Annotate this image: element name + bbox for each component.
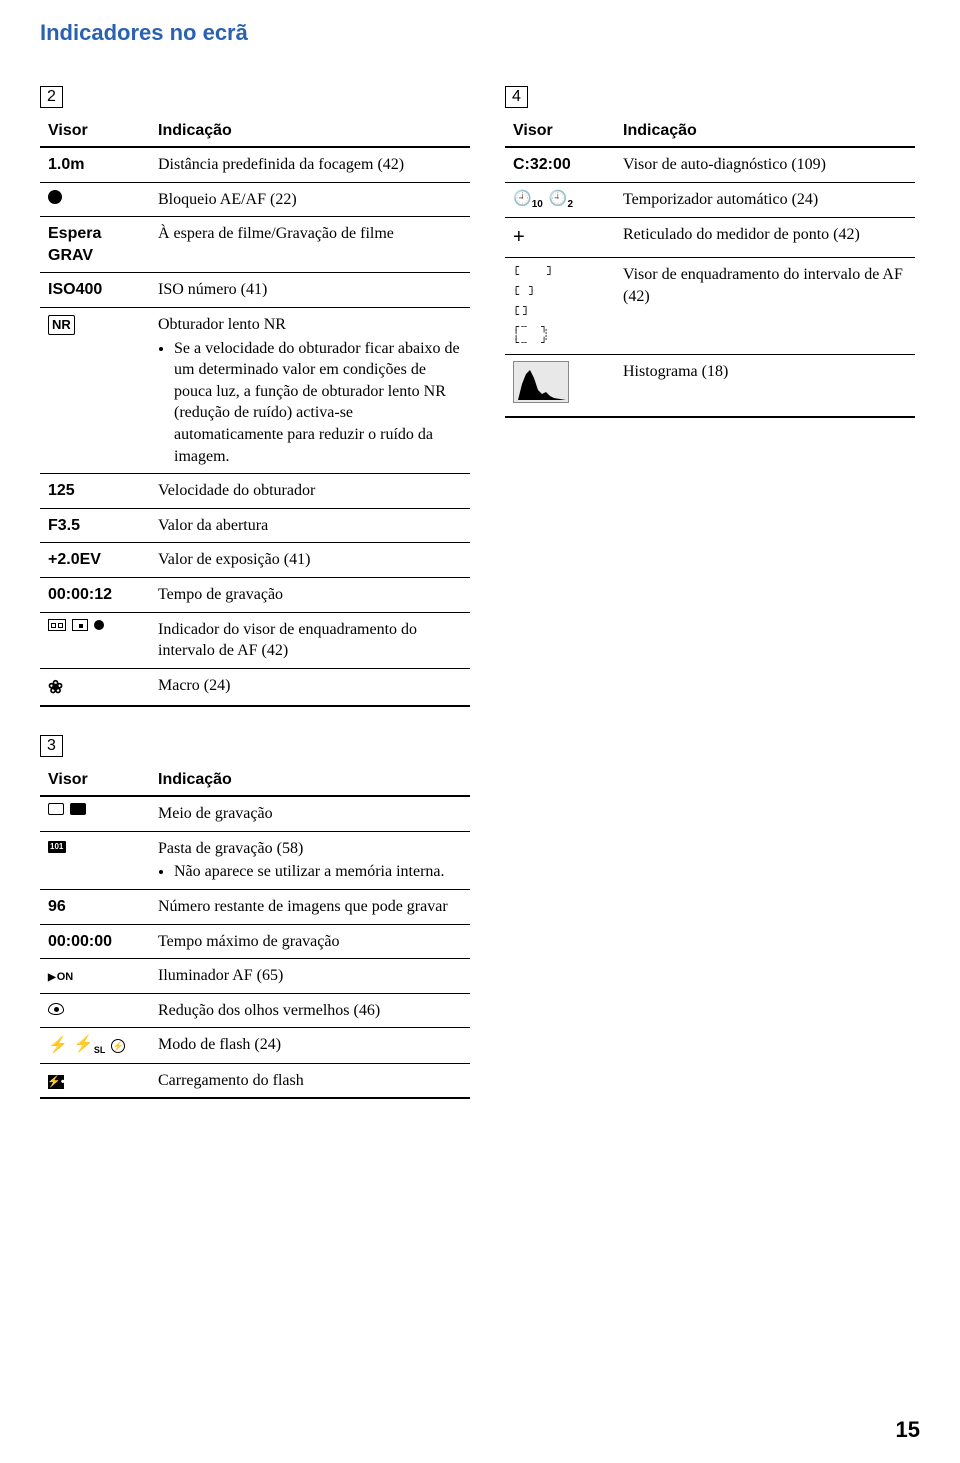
page-title: Indicadores no ecrã <box>40 20 920 46</box>
table-row: Meio de gravação <box>40 796 470 831</box>
visor-text: 00:00:00 <box>48 933 112 950</box>
visor-text: F3.5 <box>48 517 80 534</box>
table-row: C:32:00 Visor de auto-diagnóstico (109) <box>505 147 915 182</box>
indication-text: Tempo máximo de gravação <box>150 924 470 959</box>
left-column: 2 Visor Indicação 1.0m Distância predefi… <box>40 86 470 1127</box>
visor-text: 96 <box>48 898 66 915</box>
section-3-number: 3 <box>40 735 63 757</box>
table-section-3: Visor Indicação Meio de gravação <box>40 765 470 1099</box>
indication-text: Valor da abertura <box>150 508 470 543</box>
af-frame-icons <box>48 619 142 631</box>
af-illuminator-icon <box>48 968 57 983</box>
indication-text: Carregamento do flash <box>150 1063 470 1098</box>
folder-icon <box>48 841 66 853</box>
col-header-visor: Visor <box>505 116 615 147</box>
card-filled-icon <box>70 803 86 815</box>
indication-text: Tempo de gravação <box>150 577 470 612</box>
af-corner-icons: ┌┐└┘ ┌┐└┘ ┌┐└┘ ┌┄┐┊┊└┄┘ <box>513 264 607 348</box>
indication-text: Meio de gravação <box>150 796 470 831</box>
table-row: +2.0EV Valor de exposição (41) <box>40 543 470 578</box>
self-timer-icons: 🕘10 🕘2 <box>513 189 607 212</box>
indication-text: Obturador lento NR Se a velocidade do ob… <box>150 307 470 473</box>
indication-text: Visor de auto-diagnóstico (109) <box>615 147 915 182</box>
visor-text: +2.0EV <box>48 551 101 568</box>
table-row: F3.5 Valor da abertura <box>40 508 470 543</box>
col-header-indicacao: Indicação <box>150 116 470 147</box>
table-row: 1.0m Distância predefinida da focagem (4… <box>40 147 470 182</box>
table-row: 00:00:00 Tempo máximo de gravação <box>40 924 470 959</box>
table-row: ⚡ ⚡SL ⚡ Modo de flash (24) <box>40 1028 470 1063</box>
visor-text: 125 <box>48 482 75 499</box>
table-row: ❀ Macro (24) <box>40 668 470 706</box>
table-row: Indicador do visor de enquadramento do i… <box>40 612 470 668</box>
indication-text: ISO número (41) <box>150 273 470 308</box>
indication-text: Macro (24) <box>150 668 470 706</box>
indication-text: Visor de enquadramento do intervalo de A… <box>615 258 915 355</box>
table-row: 125 Velocidade do obturador <box>40 474 470 509</box>
section-2-number: 2 <box>40 86 63 108</box>
cross-icon: + <box>513 226 525 248</box>
table-row: ISO400 ISO número (41) <box>40 273 470 308</box>
indication-text: Número restante de imagens que pode grav… <box>150 890 470 925</box>
indication-text: Temporizador automático (24) <box>615 182 915 218</box>
af-multi-icon <box>48 619 66 631</box>
table-row: Histograma (18) <box>505 355 915 417</box>
table-row: Bloqueio AE/AF (22) <box>40 182 470 217</box>
table-row: 🕘10 🕘2 Temporizador automático (24) <box>505 182 915 218</box>
section-4-number: 4 <box>505 86 528 108</box>
indication-text: Velocidade do obturador <box>150 474 470 509</box>
visor-text: ISO400 <box>48 281 102 298</box>
flash-slow-icon: ⚡SL <box>74 1034 105 1056</box>
dot-icon <box>48 190 62 204</box>
table-row: Espera GRAV À espera de filme/Gravação d… <box>40 217 470 273</box>
flash-icon: ⚡ <box>48 1035 68 1057</box>
table-section-4: Visor Indicação C:32:00 Visor de auto-di… <box>505 116 915 418</box>
indication-text: Indicador do visor de enquadramento do i… <box>150 612 470 668</box>
af-spot-icon <box>94 620 104 630</box>
indication-text: À espera de filme/Gravação de filme <box>150 217 470 273</box>
table-row: + Reticulado do medidor de ponto (42) <box>505 218 915 258</box>
flash-charge-icon: ⚡• <box>48 1075 64 1089</box>
indication-text: Histograma (18) <box>615 355 915 417</box>
visor-text: Espera GRAV <box>48 225 101 264</box>
right-column: 4 Visor Indicação C:32:00 Visor de auto-… <box>505 86 915 1127</box>
media-icons <box>48 803 142 815</box>
col-header-indicacao: Indicação <box>150 765 470 796</box>
redeye-icon <box>48 1003 64 1015</box>
af-center-icon <box>72 619 88 631</box>
macro-flower-icon: ❀ <box>48 677 63 697</box>
visor-text: 00:00:12 <box>48 586 112 603</box>
table-row: NR Obturador lento NR Se a velocidade do… <box>40 307 470 473</box>
timer-2-icon: 🕘2 <box>549 189 573 212</box>
flash-off-icon: ⚡ <box>111 1039 125 1053</box>
table-row: ON Iluminador AF (65) <box>40 959 470 994</box>
timer-10-icon: 🕘10 <box>513 189 543 212</box>
indication-text: Modo de flash (24) <box>150 1028 470 1063</box>
indication-text: Pasta de gravação (58) Não aparece se ut… <box>150 831 470 889</box>
indication-text: Iluminador AF (65) <box>150 959 470 994</box>
card-outline-icon <box>48 803 64 815</box>
histogram-icon <box>513 361 569 403</box>
indication-text: Bloqueio AE/AF (22) <box>150 182 470 217</box>
table-row: 00:00:12 Tempo de gravação <box>40 577 470 612</box>
col-header-visor: Visor <box>40 765 150 796</box>
indication-text: Distância predefinida da focagem (42) <box>150 147 470 182</box>
col-header-indicacao: Indicação <box>615 116 915 147</box>
table-row: 96 Número restante de imagens que pode g… <box>40 890 470 925</box>
indication-text: Valor de exposição (41) <box>150 543 470 578</box>
visor-text: C:32:00 <box>513 156 571 173</box>
table-row: ┌┐└┘ ┌┐└┘ ┌┐└┘ ┌┄┐┊┊└┄┘ Visor de enquadr… <box>505 258 915 355</box>
indication-text: Redução dos olhos vermelhos (46) <box>150 993 470 1028</box>
indication-text: Reticulado do medidor de ponto (42) <box>615 218 915 258</box>
table-row: Redução dos olhos vermelhos (46) <box>40 993 470 1028</box>
table-row: Pasta de gravação (58) Não aparece se ut… <box>40 831 470 889</box>
table-section-2: Visor Indicação 1.0m Distância predefini… <box>40 116 470 707</box>
col-header-visor: Visor <box>40 116 150 147</box>
columns: 2 Visor Indicação 1.0m Distância predefi… <box>40 86 920 1127</box>
visor-text: 1.0m <box>48 156 84 173</box>
page-number: 15 <box>896 1417 920 1443</box>
nr-icon: NR <box>48 315 75 335</box>
table-row: ⚡• Carregamento do flash <box>40 1063 470 1098</box>
flash-mode-icons: ⚡ ⚡SL ⚡ <box>48 1034 142 1056</box>
